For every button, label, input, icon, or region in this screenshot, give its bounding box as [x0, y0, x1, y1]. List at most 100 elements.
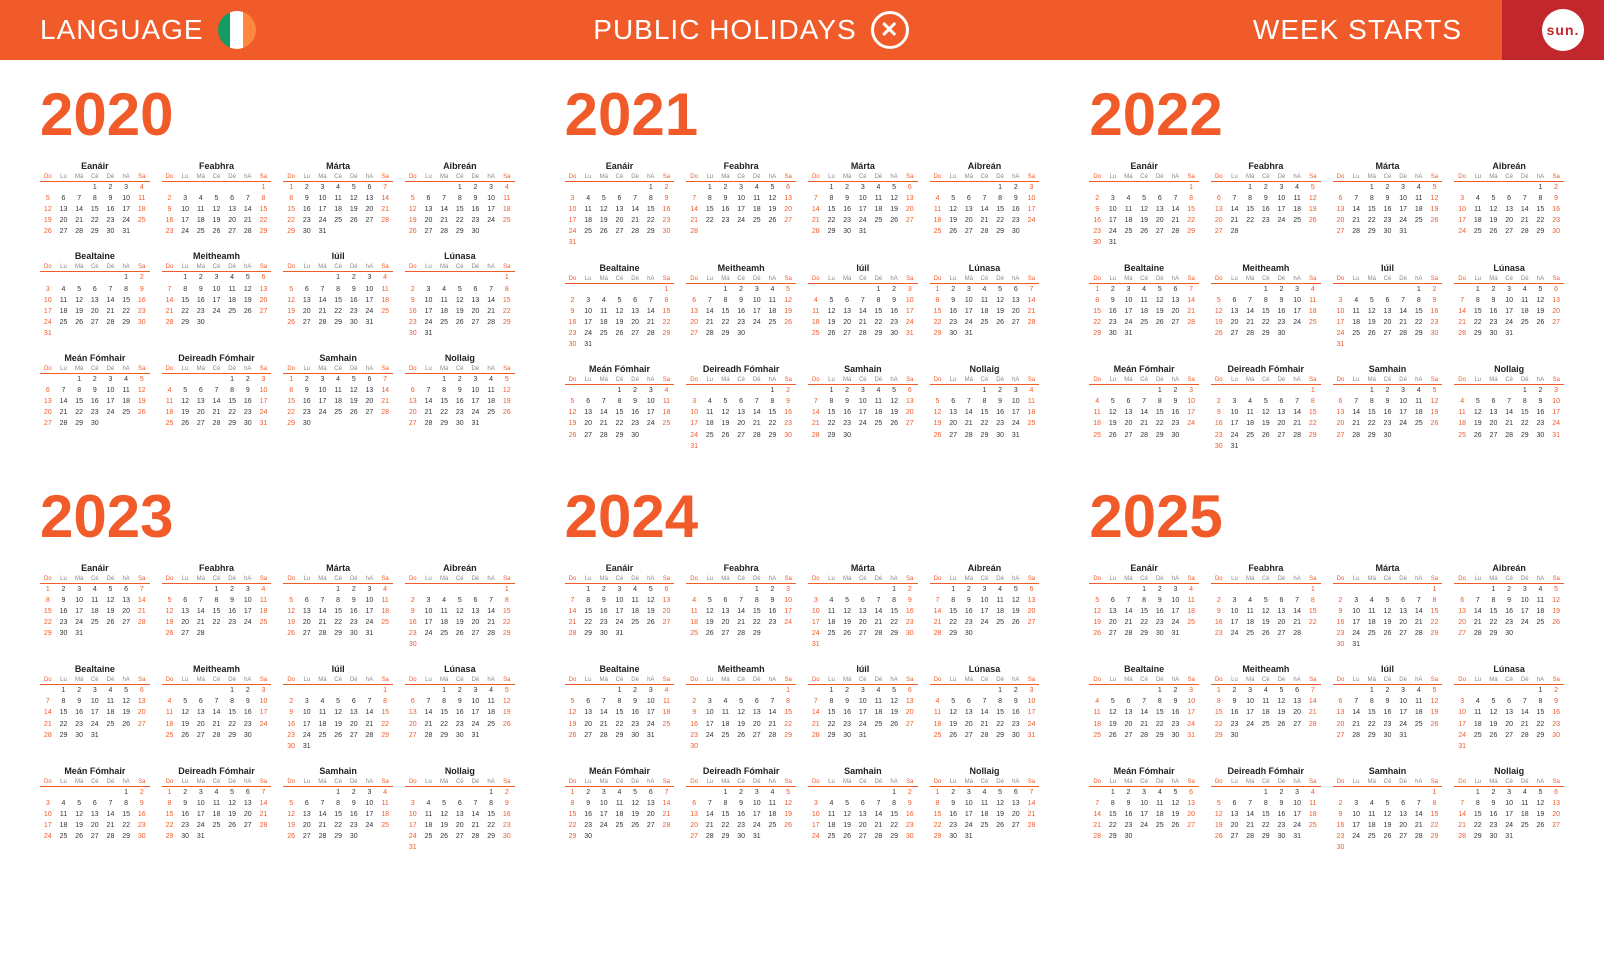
day-cell: 27	[1501, 226, 1517, 237]
day-cell: 16	[1501, 606, 1517, 617]
day-cell: 6	[961, 696, 977, 707]
day-header: Lu	[299, 778, 315, 787]
day-cell: .	[1501, 385, 1517, 397]
day-cell: 4	[824, 595, 840, 606]
day-cell: 30	[686, 741, 702, 752]
day-cell: .	[902, 430, 918, 441]
day-cell: 16	[1105, 306, 1121, 317]
day-cell: 16	[134, 295, 150, 306]
day-cell: 2	[886, 283, 902, 295]
day-cell: 6	[1333, 396, 1349, 407]
month-block: AibreánDoLuMáCéDéhASa.....12345678910111…	[1454, 161, 1564, 249]
day-cell: 12	[1089, 606, 1105, 617]
day-cell: 1	[283, 182, 299, 194]
day-cell: 17	[315, 396, 331, 407]
day-cell: 12	[824, 306, 840, 317]
day-cell: 1	[330, 786, 346, 798]
day-cell: 19	[1427, 204, 1443, 215]
day-cell: 31	[749, 831, 765, 842]
day-cell: 3	[1395, 182, 1411, 194]
day-cell: 9	[299, 385, 315, 396]
day-cell: 4	[1411, 385, 1427, 397]
day-cell: 4	[1411, 685, 1427, 697]
day-header: Cé	[1501, 676, 1517, 685]
day-cell: 24	[421, 317, 437, 328]
day-cell: 16	[1274, 809, 1290, 820]
day-cell: 13	[686, 809, 702, 820]
day-cell: 29	[118, 317, 134, 328]
day-cell: 18	[1470, 215, 1486, 226]
month-table: DoLuMáCéDéhASa...12345678910111213141516…	[283, 263, 393, 327]
day-header: Sa	[1183, 376, 1199, 385]
day-cell: 31	[1024, 730, 1040, 741]
day-cell: 14	[315, 606, 331, 617]
day-cell: 23	[1380, 418, 1396, 429]
day-cell: 10	[733, 193, 749, 204]
day-cell: 13	[1008, 295, 1024, 306]
month-block: BealtaineDoLuMáCéDéhASa....1234567891011…	[1089, 664, 1199, 752]
day-cell: 23	[627, 418, 643, 429]
day-cell: 6	[224, 193, 240, 204]
day-cell: .	[749, 226, 765, 237]
day-cell: .	[436, 786, 452, 798]
day-cell: 25	[749, 215, 765, 226]
day-cell: 15	[992, 707, 1008, 718]
day-cell: 9	[240, 385, 256, 396]
day-header: Lu	[1470, 575, 1486, 584]
day-cell: 1	[1152, 685, 1168, 697]
day-cell: .	[902, 226, 918, 237]
year-title: 2023	[40, 482, 515, 551]
month-block: EanáirDoLuMáCéDéhASa.1234567891011121314…	[565, 563, 675, 651]
day-cell: 8	[1364, 193, 1380, 204]
month-block: MártaDoLuMáCéDéhASa123456789101112131415…	[283, 161, 393, 237]
day-cell: 20	[855, 617, 871, 628]
day-cell: 11	[209, 798, 225, 809]
day-cell: 21	[193, 617, 209, 628]
day-header: Lu	[56, 365, 72, 374]
month-name: Samhain	[808, 766, 918, 776]
month-table: DoLuMáCéDéhASa12345678910111213141516171…	[1089, 275, 1199, 339]
day-cell: .	[1183, 237, 1199, 248]
day-cell: 4	[1305, 283, 1321, 295]
day-cell: 6	[580, 696, 596, 707]
day-cell: 24	[902, 317, 918, 328]
day-cell: 6	[1333, 193, 1349, 204]
day-cell: 10	[1454, 204, 1470, 215]
day-cell: 12	[1533, 295, 1549, 306]
day-header: Dé	[468, 778, 484, 787]
day-cell: 27	[1395, 831, 1411, 842]
day-cell: .	[718, 385, 734, 397]
day-cell: 7	[1395, 295, 1411, 306]
day-header: Dé	[468, 263, 484, 272]
day-header: Dé	[468, 173, 484, 182]
day-cell: 18	[702, 418, 718, 429]
day-cell: 27	[1008, 820, 1024, 831]
day-cell: .	[808, 685, 824, 697]
day-header: Sa	[659, 376, 675, 385]
day-cell: 11	[580, 204, 596, 215]
day-cell: 11	[483, 385, 499, 396]
day-cell: 29	[1411, 328, 1427, 339]
day-cell: 15	[1486, 606, 1502, 617]
day-cell: 23	[839, 418, 855, 429]
day-cell: 8	[992, 696, 1008, 707]
day-cell: 6	[1168, 283, 1184, 295]
day-cell: 29	[992, 226, 1008, 237]
day-cell: 23	[1152, 617, 1168, 628]
month-name: Iúil	[1333, 263, 1443, 273]
day-cell: .	[56, 272, 72, 284]
day-header: Dé	[1395, 676, 1411, 685]
day-cell: 20	[1333, 418, 1349, 429]
month-table: DoLuMáCéDéhASa.1234567891011121314151617…	[808, 173, 918, 237]
day-header: hA	[1289, 575, 1305, 584]
day-cell: 30	[839, 730, 855, 741]
day-cell: 28	[596, 430, 612, 441]
day-cell: 10	[686, 407, 702, 418]
day-cell: 20	[193, 407, 209, 418]
day-cell: 4	[134, 182, 150, 194]
day-cell: 12	[346, 385, 362, 396]
day-cell: 14	[961, 407, 977, 418]
day-cell: 11	[1024, 396, 1040, 407]
day-cell: 12	[643, 595, 659, 606]
month-table: DoLuMáCéDéhASa......12345678910111213141…	[1089, 173, 1199, 249]
